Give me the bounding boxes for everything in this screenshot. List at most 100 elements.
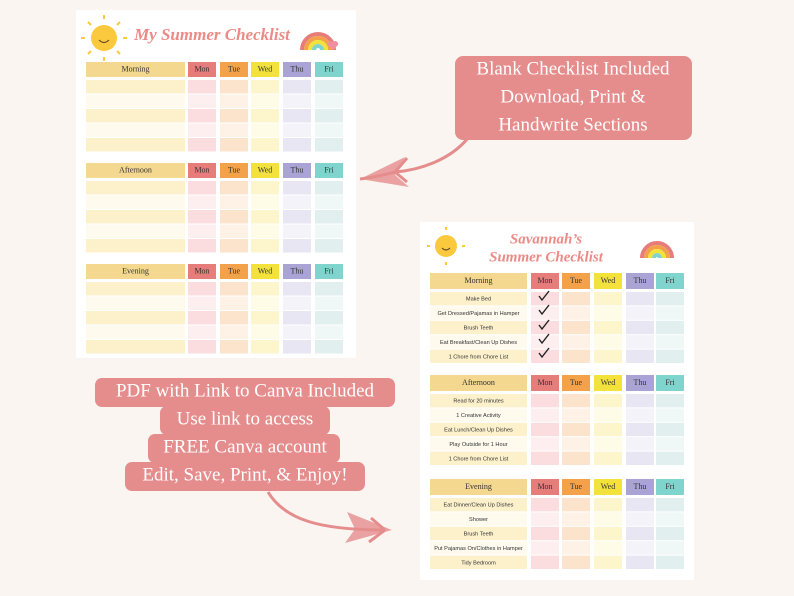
task-label: Get Dressed/Pajamas in Hamper: [437, 311, 519, 317]
row-cell: [315, 123, 343, 137]
task-label: Play Outside for 1 Hour: [449, 442, 507, 448]
section-name: Morning: [122, 64, 150, 73]
row-cell: [594, 526, 622, 541]
row-cell: [251, 340, 279, 354]
sheet-title: Savannah’s: [510, 231, 582, 247]
day-label: Tue: [570, 378, 583, 387]
row-cell: [656, 292, 684, 306]
row-cell: [531, 306, 559, 320]
row-cell: [594, 512, 622, 526]
day-label: Mon: [194, 266, 209, 275]
row-cell: [656, 306, 684, 320]
row-cell: [220, 224, 248, 238]
row-cell: [283, 94, 311, 108]
day-header: [594, 479, 622, 495]
row-cell: [188, 296, 216, 310]
day-label: Wed: [258, 266, 272, 275]
day-header: [626, 479, 654, 495]
row-cell: [315, 181, 343, 195]
row-cell: [531, 335, 559, 349]
callout-box: [455, 56, 692, 140]
row-cell: [283, 325, 311, 339]
row-cell: [626, 555, 654, 569]
row-cell: [430, 422, 527, 437]
row-cell: [220, 181, 248, 195]
row-cell: [430, 498, 527, 512]
callout-text: Handwrite Sections: [498, 114, 647, 135]
task-label: Shower: [469, 517, 488, 523]
row-cell: [430, 541, 527, 555]
task-label: 1 Chore from Chore List: [449, 354, 509, 360]
row-cell: [656, 526, 684, 541]
day-header: [315, 264, 343, 279]
row-cell: [283, 296, 311, 310]
row-cell: [626, 335, 654, 349]
rainbow-icon: [300, 32, 339, 51]
section-header: [430, 273, 527, 289]
day-header: [315, 163, 343, 178]
row-cell: [188, 340, 216, 354]
day-label: Thu: [634, 276, 647, 285]
row-cell: [626, 306, 654, 320]
day-label: Thu: [634, 378, 647, 387]
day-label: Wed: [601, 482, 615, 491]
row-cell: [594, 498, 622, 512]
row-cell: [430, 512, 527, 526]
task-label: Eat Lunch/Clean Up Dishes: [444, 427, 513, 433]
row-cell: [220, 94, 248, 108]
callout-text: FREE Canva account: [163, 436, 327, 457]
day-header: [531, 375, 559, 391]
row-cell: [626, 512, 654, 526]
section-header: [430, 479, 527, 495]
row-cell: [315, 311, 343, 325]
day-label: Wed: [601, 276, 615, 285]
row-cell: [430, 437, 527, 451]
arrow-head: [345, 512, 392, 543]
row-cell: [656, 349, 684, 363]
row-cell: [283, 80, 311, 94]
row-cell: [188, 195, 216, 209]
row-cell: [251, 195, 279, 209]
row-cell: [251, 311, 279, 325]
callout-text: Edit, Save, Print, & Enjoy!: [142, 464, 347, 485]
task-label: Eat Breakfast/Clean Up Dishes: [440, 340, 517, 346]
row-cell: [626, 320, 654, 335]
row-cell: [315, 296, 343, 310]
row-cell: [626, 437, 654, 451]
row-cell: [86, 210, 185, 224]
row-cell: [430, 335, 527, 349]
section-name: Evening: [465, 482, 492, 491]
day-label: Wed: [258, 64, 272, 73]
row-cell: [283, 195, 311, 209]
row-cell: [315, 325, 343, 339]
row-cell: [626, 349, 654, 363]
row-cell: [656, 512, 684, 526]
task-label: Brush Teeth: [464, 325, 494, 331]
row-cell: [86, 138, 185, 152]
row-cell: [430, 306, 527, 320]
row-cell: [531, 498, 559, 512]
task-label: 1 Creative Activity: [456, 413, 501, 419]
row-cell: [562, 555, 590, 569]
row-cell: [594, 306, 622, 320]
row-cell: [220, 282, 248, 296]
day-label: Tue: [570, 276, 583, 285]
row-cell: [188, 311, 216, 325]
callout-text: Use link to access: [177, 408, 314, 429]
section-name: Morning: [465, 276, 493, 285]
day-label: Tue: [228, 64, 241, 73]
row-cell: [283, 181, 311, 195]
day-header: [656, 479, 684, 495]
row-cell: [562, 526, 590, 541]
row-cell: [188, 94, 216, 108]
callout-text: Blank Checklist Included: [476, 58, 670, 79]
row-cell: [251, 138, 279, 152]
row-cell: [562, 498, 590, 512]
row-cell: [188, 80, 216, 94]
row-cell: [86, 311, 185, 325]
row-cell: [531, 394, 559, 408]
row-cell: [594, 422, 622, 437]
callout-box: [95, 378, 395, 407]
row-cell: [220, 239, 248, 253]
